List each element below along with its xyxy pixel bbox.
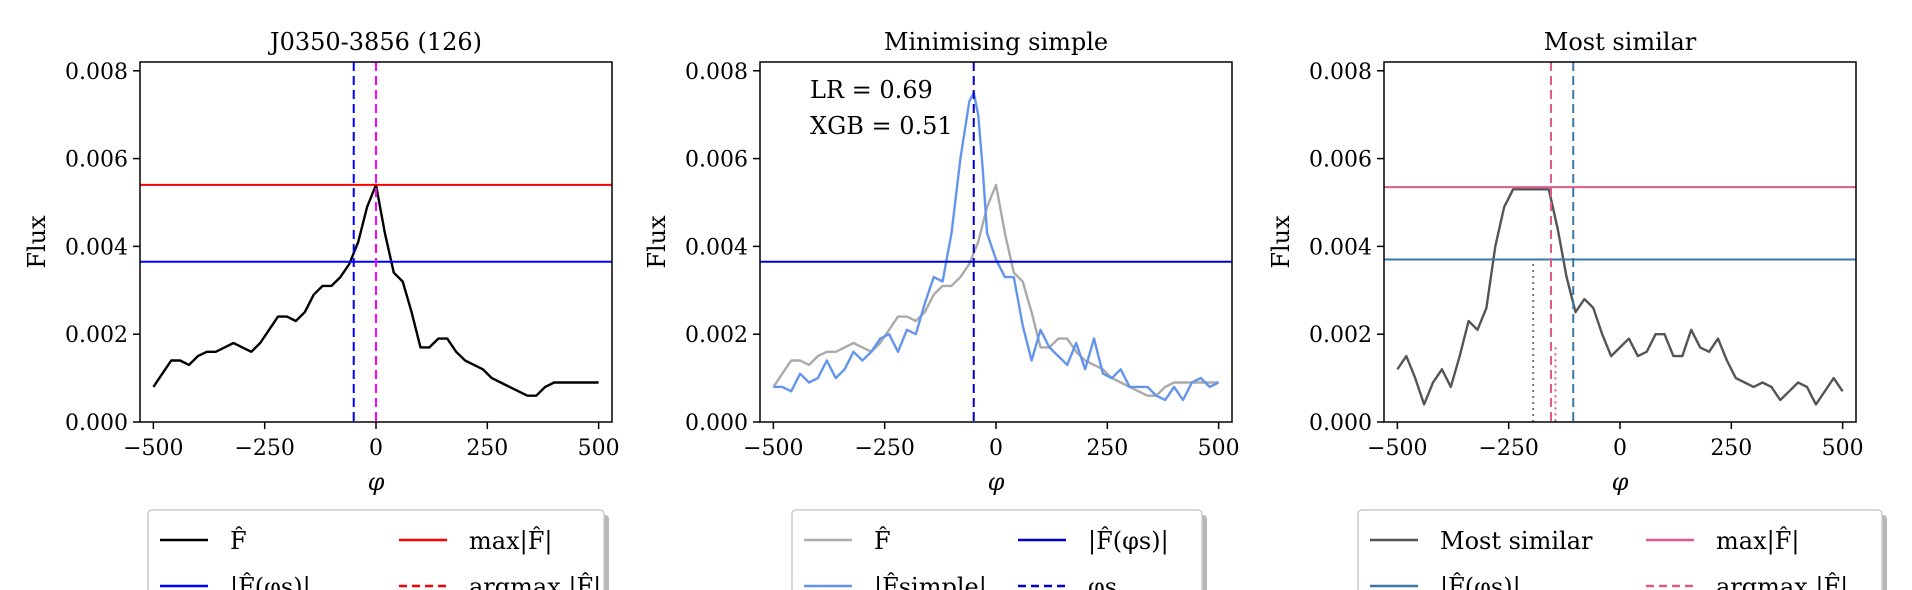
legend-label: argmax |F̂| bbox=[469, 573, 601, 590]
legend-box bbox=[1357, 509, 1883, 590]
legend-label: φs bbox=[1088, 573, 1117, 590]
annotation-text: XGB = 0.51 bbox=[810, 112, 953, 140]
legend-label: |F̂(φs)| bbox=[230, 573, 311, 590]
legend-label: Most similar bbox=[1440, 527, 1593, 555]
x-tick-label: −250 bbox=[854, 436, 914, 461]
x-tick-label: 250 bbox=[1710, 436, 1752, 461]
chart-title: Most similar bbox=[1544, 28, 1697, 56]
series-line-2 bbox=[773, 91, 1220, 402]
y-tick-label: 0.000 bbox=[65, 411, 128, 436]
y-tick-label: 0.006 bbox=[65, 148, 128, 173]
x-tick-label: −500 bbox=[123, 436, 183, 461]
y-tick-label: 0.004 bbox=[65, 235, 128, 260]
chart-panel-2: −500 −250 0 250 500 0.000 0.002 0.004 0.006 0.008… bbox=[643, 28, 1240, 590]
plot-area bbox=[760, 62, 1232, 422]
series-line-1 bbox=[772, 183, 1219, 397]
y-tick-label: 0.008 bbox=[65, 60, 128, 85]
y-axis-label: Flux bbox=[643, 215, 671, 269]
legend-box bbox=[791, 509, 1203, 590]
legend-label: |F̂(φs)| bbox=[1088, 527, 1169, 556]
legend: Most similar max|F̂| |F̂(φs)| argmax |F̂| bbox=[1357, 509, 1887, 590]
plot-area bbox=[1384, 62, 1856, 422]
y-tick-label: 0.002 bbox=[685, 323, 748, 348]
y-tick-label: 0.000 bbox=[685, 411, 748, 436]
legend-label: |F̂(φs)| bbox=[1440, 573, 1521, 590]
legend-box bbox=[147, 509, 605, 590]
x-tick-label: 0 bbox=[1613, 436, 1627, 461]
x-tick-label: 250 bbox=[466, 436, 508, 461]
legend-label: argmax |F̂| bbox=[1716, 573, 1848, 590]
x-tick-label: 250 bbox=[1086, 436, 1128, 461]
y-tick-label: 0.000 bbox=[1309, 411, 1372, 436]
chart-title: Minimising simple bbox=[884, 28, 1108, 56]
plot-area bbox=[140, 62, 612, 422]
x-tick-label: −250 bbox=[234, 436, 294, 461]
legend-label: F̂ bbox=[230, 527, 247, 555]
chart-panel-3: −500 −250 0 250 500 0.000 0.002 0.004 0.006 0.008… bbox=[1267, 28, 1887, 590]
x-tick-label: 0 bbox=[989, 436, 1003, 461]
legend: F̂ |F̂(φs)| |F̂simple| φs bbox=[791, 509, 1207, 590]
legend-label: max|F̂| bbox=[1716, 527, 1799, 556]
axes-frame bbox=[1383, 61, 1857, 423]
y-tick-label: 0.002 bbox=[1309, 323, 1372, 348]
legend-label: F̂ bbox=[874, 527, 891, 555]
legend: F̂ max|F̂| |F̂(φs)| argmax |F̂| bbox=[147, 509, 609, 590]
x-tick-label: −500 bbox=[1367, 436, 1427, 461]
series-line-1 bbox=[1396, 188, 1844, 406]
y-tick-label: 0.008 bbox=[685, 60, 748, 85]
y-tick-label: 0.004 bbox=[685, 235, 748, 260]
y-axis-label: Flux bbox=[23, 215, 51, 269]
axes-frame bbox=[139, 61, 613, 423]
x-axis-label: φ bbox=[368, 468, 385, 496]
x-tick-label: 0 bbox=[369, 436, 383, 461]
y-tick-label: 0.004 bbox=[1309, 235, 1372, 260]
y-tick-label: 0.002 bbox=[65, 323, 128, 348]
chart-title: J0350-3856 (126) bbox=[267, 28, 482, 56]
x-tick-label: −250 bbox=[1478, 436, 1538, 461]
y-axis-label: Flux bbox=[1267, 215, 1295, 269]
x-tick-label: 500 bbox=[1822, 436, 1864, 461]
chart-panel-1: −500 −250 0 250 500 0.000 0.002 0.004 0.006 0.008… bbox=[23, 28, 620, 590]
y-tick-label: 0.006 bbox=[1309, 148, 1372, 173]
legend-label: |F̂simple| bbox=[874, 573, 987, 590]
x-tick-label: 500 bbox=[578, 436, 620, 461]
x-tick-label: −500 bbox=[743, 436, 803, 461]
legend-label: max|F̂| bbox=[469, 527, 552, 556]
y-tick-label: 0.006 bbox=[685, 148, 748, 173]
annotation-text: LR = 0.69 bbox=[810, 76, 933, 104]
x-axis-label: φ bbox=[988, 468, 1005, 496]
y-tick-label: 0.008 bbox=[1309, 60, 1372, 85]
x-axis-label: φ bbox=[1612, 468, 1629, 496]
x-tick-label: 500 bbox=[1198, 436, 1240, 461]
